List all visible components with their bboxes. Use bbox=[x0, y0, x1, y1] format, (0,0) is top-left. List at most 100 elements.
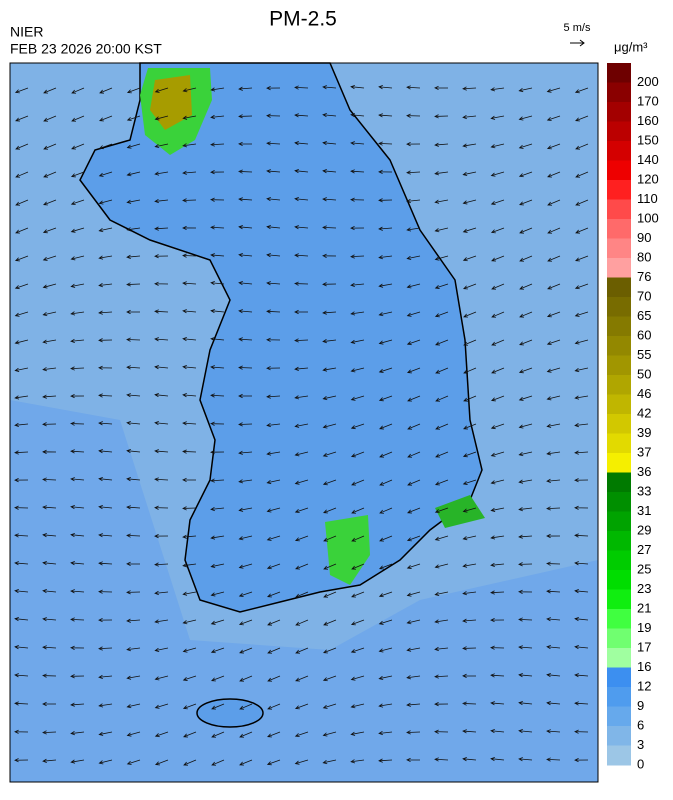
wind-arrow bbox=[98, 703, 113, 708]
wind-arrow bbox=[239, 731, 253, 738]
wind-arrow bbox=[406, 647, 421, 652]
wind-arrow bbox=[350, 84, 365, 90]
wind-arrow bbox=[575, 227, 589, 234]
wind-arrow bbox=[182, 506, 197, 511]
wind-arrow bbox=[490, 87, 505, 92]
wind-arrow bbox=[490, 199, 505, 206]
wind-arrow bbox=[434, 479, 449, 486]
wind-arrow bbox=[14, 588, 29, 594]
wind-arrow bbox=[182, 647, 197, 653]
wind-arrow bbox=[462, 114, 477, 120]
wind-arrow bbox=[406, 339, 421, 346]
wind-arrow bbox=[42, 394, 57, 399]
colorbar-label: 16 bbox=[637, 659, 651, 674]
wind-arrow bbox=[462, 479, 477, 485]
colorbar-segment bbox=[607, 433, 631, 454]
wind-arrow bbox=[435, 423, 449, 430]
wind-arrow bbox=[210, 393, 225, 398]
wind-arrow bbox=[15, 115, 29, 122]
wind-arrow bbox=[266, 394, 281, 399]
wind-arrow bbox=[126, 647, 141, 652]
wind-arrow bbox=[518, 700, 533, 706]
colorbar-segment bbox=[607, 687, 631, 707]
wind-arrow bbox=[210, 478, 225, 483]
wind-arrow bbox=[322, 759, 337, 765]
wind-arrow bbox=[98, 449, 113, 454]
wind-arrow bbox=[126, 199, 141, 204]
wind-arrow bbox=[295, 675, 309, 682]
wind-arrow bbox=[407, 451, 421, 458]
wind-arrows bbox=[14, 84, 589, 766]
wind-arrow bbox=[406, 198, 421, 204]
wind-arrow bbox=[574, 339, 589, 345]
wind-arrow bbox=[14, 758, 29, 763]
wind-arrow bbox=[98, 646, 113, 651]
wind-arrow bbox=[574, 729, 589, 734]
wind-arrow bbox=[350, 395, 365, 401]
wind-arrow bbox=[407, 423, 421, 430]
wind-arrow bbox=[406, 142, 421, 147]
wind-arrow bbox=[490, 395, 505, 402]
wind-arrow bbox=[378, 339, 393, 345]
wind-arrow bbox=[211, 731, 225, 738]
wind-arrow bbox=[574, 450, 589, 455]
wind-arrow bbox=[182, 281, 197, 286]
wind-arrow bbox=[378, 395, 393, 402]
wind-arrow bbox=[294, 85, 309, 90]
wind-arrow bbox=[294, 168, 309, 174]
wind-arrow bbox=[15, 171, 29, 178]
wind-arrow bbox=[546, 339, 561, 346]
wind-arrow bbox=[574, 701, 589, 706]
wind-arrow bbox=[267, 731, 281, 738]
wind-arrow bbox=[294, 535, 309, 542]
wind-arrow bbox=[406, 563, 421, 569]
wind-arrow bbox=[322, 675, 337, 682]
wind-arrow bbox=[294, 225, 309, 230]
wind-arrow bbox=[14, 367, 29, 372]
wind-arrow bbox=[14, 505, 29, 510]
wind-arrow bbox=[294, 281, 309, 286]
wind-arrow bbox=[322, 703, 337, 709]
colorbar-segment bbox=[607, 199, 631, 220]
wind-arrow bbox=[546, 87, 561, 93]
wind-arrow bbox=[14, 616, 29, 622]
wind-arrow bbox=[378, 730, 393, 736]
wind-arrow bbox=[182, 309, 197, 314]
wind-arrow bbox=[98, 731, 113, 736]
wind-arrow bbox=[434, 702, 449, 707]
wind-arrow bbox=[490, 756, 505, 762]
wind-arrow bbox=[266, 309, 281, 314]
wind-arrow bbox=[42, 701, 57, 707]
wind-arrow bbox=[239, 759, 253, 766]
wind-arrow bbox=[98, 143, 113, 150]
wind-arrow bbox=[99, 115, 113, 122]
wind-arrow bbox=[490, 645, 505, 650]
colorbar-label: 76 bbox=[637, 269, 651, 284]
wind-arrow bbox=[546, 143, 561, 150]
wind-arrow bbox=[266, 507, 281, 513]
wind-arrow bbox=[238, 337, 253, 342]
wind-arrow bbox=[295, 591, 309, 598]
colorbar-label: 150 bbox=[637, 132, 659, 147]
wind-arrow bbox=[323, 535, 337, 542]
wind-arrow bbox=[267, 675, 281, 682]
wind-arrow bbox=[266, 451, 281, 456]
wind-arrow bbox=[42, 422, 57, 427]
wind-arrow bbox=[519, 339, 533, 346]
wind-arrow bbox=[42, 617, 57, 622]
wind-arrow bbox=[378, 619, 393, 625]
wind-arrow bbox=[546, 561, 561, 566]
wind-arrow bbox=[238, 225, 253, 230]
wind-arrow bbox=[266, 113, 281, 118]
wind-arrow bbox=[126, 703, 141, 709]
colorbar-segment bbox=[607, 82, 631, 103]
wind-arrow bbox=[406, 535, 421, 542]
wind-arrow bbox=[406, 730, 421, 735]
wind-arrow bbox=[294, 395, 309, 400]
wind-arrow bbox=[70, 477, 85, 482]
colorbar-label: 17 bbox=[637, 639, 651, 654]
wind-arrow bbox=[70, 702, 85, 707]
wind-arrow bbox=[14, 87, 29, 94]
wind-arrow bbox=[547, 283, 561, 290]
wind-arrow bbox=[378, 169, 393, 174]
